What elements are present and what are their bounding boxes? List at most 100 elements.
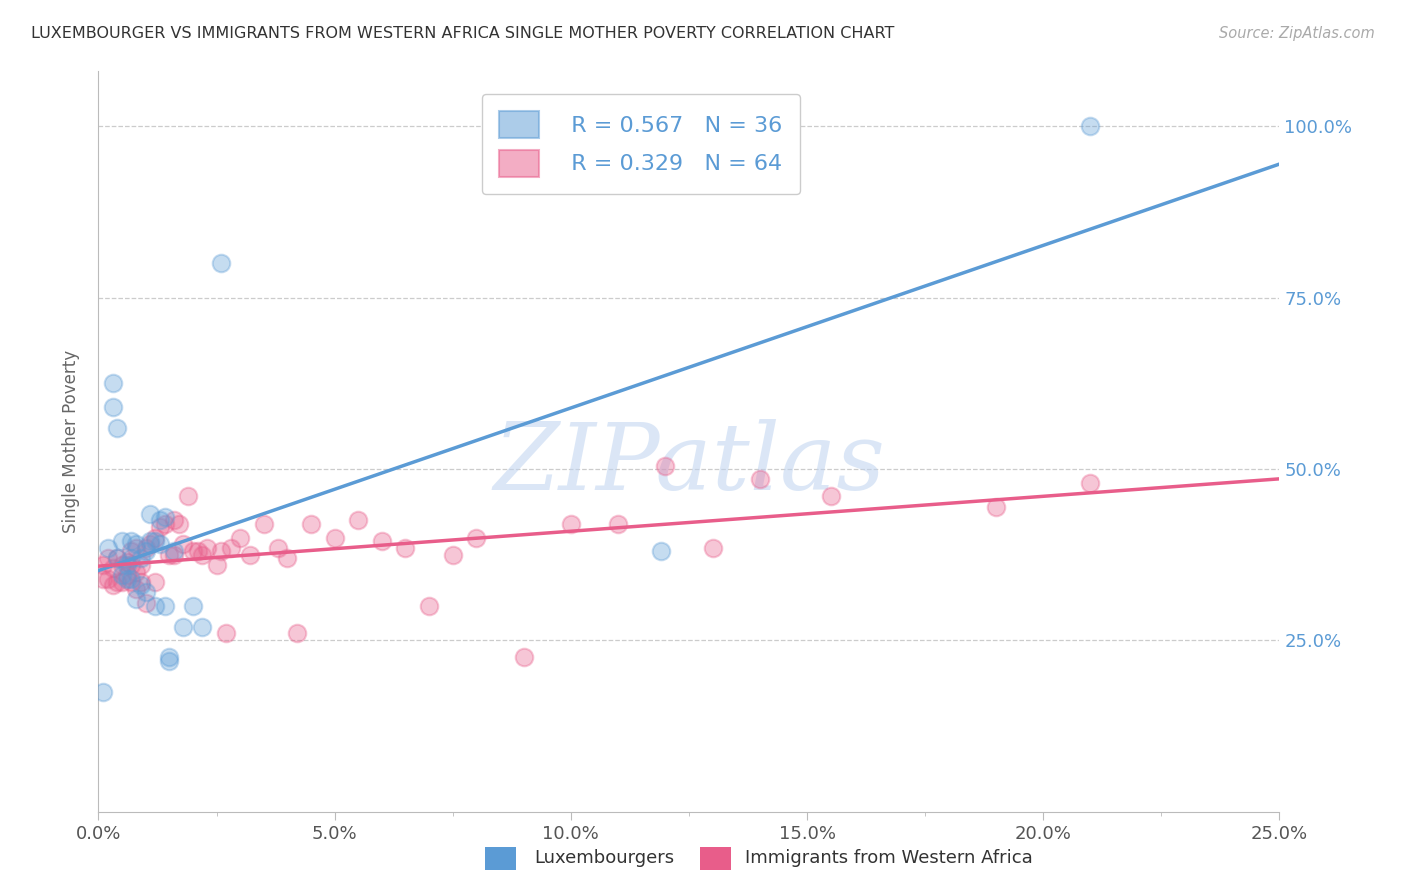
Point	[111, 575, 134, 590]
Point	[135, 596, 157, 610]
Point	[153, 510, 176, 524]
Legend:   R = 0.567   N = 36,   R = 0.329   N = 64: R = 0.567 N = 36, R = 0.329 N = 64	[482, 94, 800, 194]
Text: LUXEMBOURGER VS IMMIGRANTS FROM WESTERN AFRICA SINGLE MOTHER POVERTY CORRELATION: LUXEMBOURGER VS IMMIGRANTS FROM WESTERN …	[31, 26, 894, 41]
Point	[172, 619, 194, 633]
Point	[195, 541, 218, 555]
Point	[276, 551, 298, 566]
Point	[371, 533, 394, 548]
Point	[97, 541, 120, 555]
Point	[143, 533, 166, 548]
Point	[285, 626, 308, 640]
Point	[135, 541, 157, 555]
Point	[105, 421, 128, 435]
Point	[441, 548, 464, 562]
Point	[121, 575, 143, 590]
Point	[115, 572, 138, 586]
Text: ZIPatlas: ZIPatlas	[494, 418, 884, 508]
Point	[129, 578, 152, 592]
Point	[135, 585, 157, 599]
Point	[111, 568, 134, 582]
Point	[157, 650, 180, 665]
Point	[105, 551, 128, 566]
Text: Source: ZipAtlas.com: Source: ZipAtlas.com	[1219, 26, 1375, 41]
Point	[111, 558, 134, 572]
Point	[121, 544, 143, 558]
Point	[157, 548, 180, 562]
Point	[143, 531, 166, 545]
Point	[177, 489, 200, 503]
Point	[181, 599, 204, 613]
Point	[125, 582, 148, 596]
Point	[97, 551, 120, 566]
Point	[121, 533, 143, 548]
Point	[149, 520, 172, 534]
Point	[253, 516, 276, 531]
Point	[239, 548, 262, 562]
Point	[157, 654, 180, 668]
Point	[560, 516, 582, 531]
Point	[163, 544, 186, 558]
Point	[347, 513, 370, 527]
Point	[97, 572, 120, 586]
Point	[1080, 475, 1102, 490]
Point	[91, 572, 114, 586]
Point	[181, 544, 204, 558]
Point	[101, 561, 124, 575]
Point	[129, 575, 152, 590]
Point	[607, 516, 630, 531]
Point	[702, 541, 724, 555]
Point	[115, 558, 138, 572]
Text: Luxembourgers: Luxembourgers	[534, 849, 675, 867]
Point	[115, 554, 138, 568]
Point	[465, 531, 488, 545]
Point	[820, 489, 842, 503]
Point	[139, 507, 162, 521]
Point	[111, 533, 134, 548]
Point	[101, 578, 124, 592]
Point	[172, 537, 194, 551]
Point	[209, 256, 232, 270]
Text: Immigrants from Western Africa: Immigrants from Western Africa	[745, 849, 1033, 867]
Point	[191, 619, 214, 633]
Point	[187, 544, 209, 558]
Point	[267, 541, 290, 555]
Point	[163, 513, 186, 527]
Point	[299, 516, 322, 531]
Point	[153, 599, 176, 613]
Point	[153, 516, 176, 531]
Point	[394, 541, 416, 555]
Point	[209, 544, 232, 558]
Point	[143, 599, 166, 613]
Point	[650, 544, 672, 558]
Point	[219, 541, 242, 555]
Point	[105, 575, 128, 590]
Point	[654, 458, 676, 473]
Point	[163, 548, 186, 562]
Point	[129, 551, 152, 566]
Point	[91, 685, 114, 699]
Point	[121, 551, 143, 566]
Point	[139, 533, 162, 548]
Point	[143, 575, 166, 590]
Point	[215, 626, 238, 640]
Point	[101, 401, 124, 415]
Point	[984, 500, 1007, 514]
Point	[512, 650, 534, 665]
Point	[323, 531, 346, 545]
Point	[125, 592, 148, 607]
Y-axis label: Single Mother Poverty: Single Mother Poverty	[62, 350, 80, 533]
Point	[115, 568, 138, 582]
Point	[139, 537, 162, 551]
Point	[105, 551, 128, 566]
Point	[125, 565, 148, 579]
Point	[135, 544, 157, 558]
Point	[205, 558, 228, 572]
Point	[191, 548, 214, 562]
Point	[229, 531, 252, 545]
Point	[121, 572, 143, 586]
Point	[418, 599, 440, 613]
Point	[121, 558, 143, 572]
Point	[748, 472, 770, 486]
Point	[129, 558, 152, 572]
Point	[167, 516, 190, 531]
